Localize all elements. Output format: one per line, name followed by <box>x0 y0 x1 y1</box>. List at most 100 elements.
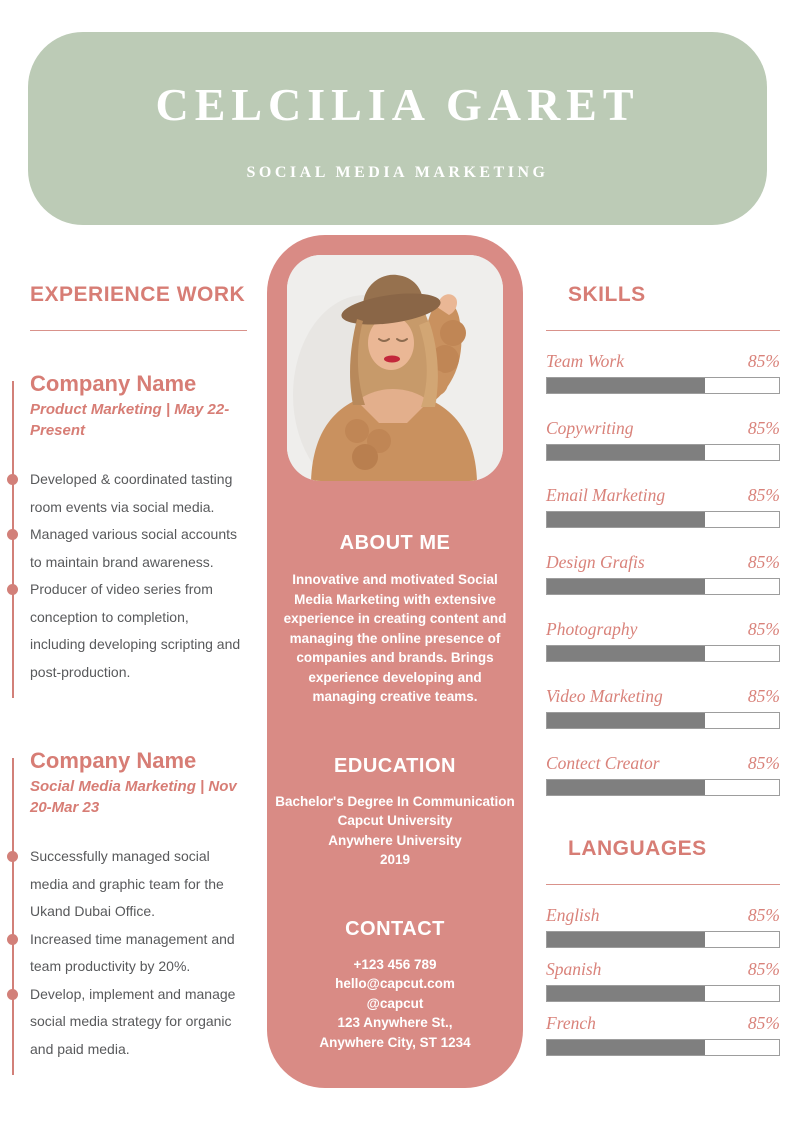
skill-item: Email Marketing 85% <box>546 484 780 528</box>
experience-bullet: Successfully managed social media and gr… <box>7 843 247 926</box>
languages-divider <box>546 884 780 885</box>
skills-divider <box>546 330 780 331</box>
language-bar-fill <box>547 986 705 1001</box>
skill-bar <box>546 645 780 662</box>
contact-line: @capcut <box>366 995 424 1011</box>
contact-lines: +123 456 789 hello@capcut.com @capcut 123 A… <box>267 955 523 1053</box>
skill-label: Photography <box>546 619 638 639</box>
language-percent: 85% <box>747 959 780 979</box>
experience-bullets: Developed & coordinated tasting room eve… <box>7 466 247 686</box>
skill-item: Copywriting 85% <box>546 417 780 461</box>
language-percent: 85% <box>747 905 780 925</box>
language-bar <box>546 1039 780 1056</box>
experience-section: EXPERIENCE WORK Company Name Product Mar… <box>7 283 247 1075</box>
education-heading: EDUCATION <box>334 754 456 777</box>
skill-label: Team Work <box>546 351 624 371</box>
skill-bar-fill <box>547 378 705 393</box>
languages-list: English 85% Spanish 85% <box>546 904 780 1056</box>
education-lines: Bachelor's Degree In Communication Capcut… <box>267 792 523 870</box>
experience-bullet: Develop, implement and manage social med… <box>7 981 247 1064</box>
language-item: French 85% <box>546 1012 780 1056</box>
about-heading: ABOUT ME <box>339 532 451 554</box>
experience-bullet: Increased time management and team produ… <box>7 926 247 981</box>
education-line: Anywhere University <box>328 832 462 848</box>
skill-label: Copywriting <box>546 418 634 438</box>
education-line: Bachelor's Degree In Communication <box>275 793 515 809</box>
skill-row: Photography 85% <box>546 618 780 640</box>
contact-line: hello@capcut.com <box>335 976 455 991</box>
skill-percent: 85% <box>747 351 780 371</box>
skill-percent: 85% <box>747 485 780 505</box>
experience-bullet: Producer of video series from conception… <box>7 576 247 686</box>
job-title: SOCIAL MEDIA MARKETING <box>246 163 549 181</box>
skill-label: Email Marketing <box>546 485 666 505</box>
contact-line: Anywhere City, ST 1234 <box>319 1034 471 1050</box>
experience-bullet: Managed various social accounts to maint… <box>7 521 247 576</box>
skill-bar <box>546 578 780 595</box>
portrait-illustration <box>287 255 503 481</box>
contact-line: +123 456 789 <box>353 956 437 972</box>
skill-bar <box>546 377 780 394</box>
education-line: 2019 <box>379 852 411 867</box>
skill-bar-fill <box>547 512 705 527</box>
language-row: English 85% <box>546 904 780 926</box>
experience-heading: EXPERIENCE WORK <box>30 283 246 306</box>
company-name: Company Name <box>30 371 197 396</box>
skills-section: SKILLS Team Work 85% Copywriting <box>546 283 780 1066</box>
language-bar-fill <box>547 932 705 947</box>
contact-heading: CONTACT <box>345 917 445 940</box>
language-bar-fill <box>547 1040 705 1055</box>
languages-heading: LANGUAGES <box>568 837 707 860</box>
skill-item: Video Marketing 85% <box>546 685 780 729</box>
experience-bullets: Successfully managed social media and gr… <box>7 843 247 1064</box>
skill-row: Team Work 85% <box>546 350 780 372</box>
skill-row: Email Marketing 85% <box>546 484 780 506</box>
skill-percent: 85% <box>747 552 780 572</box>
person-name: CELCILIA GARET <box>155 78 640 130</box>
skill-bar <box>546 444 780 461</box>
skill-item: Design Grafis 85% <box>546 551 780 595</box>
language-label: Spanish <box>546 959 602 979</box>
skill-label: Video Marketing <box>546 686 663 706</box>
contact-line: 123 Anywhere St., <box>337 1015 453 1030</box>
experience-bullet: Developed & coordinated tasting room eve… <box>7 466 247 521</box>
education-line: Capcut University <box>337 813 453 828</box>
skill-bar-fill <box>547 445 705 460</box>
skill-item: Team Work 85% <box>546 350 780 394</box>
language-bar <box>546 931 780 948</box>
language-row: Spanish 85% <box>546 958 780 980</box>
skill-percent: 85% <box>747 619 780 639</box>
company-name: Company Name <box>30 748 197 773</box>
about-text: Innovative and motivated Social Media Ma… <box>283 572 507 704</box>
timeline-line <box>12 758 14 1075</box>
skills-heading: SKILLS <box>568 283 646 306</box>
skill-bar <box>546 712 780 729</box>
languages-section: LANGUAGES English 85% <box>546 837 780 1056</box>
skill-row: Copywriting 85% <box>546 417 780 439</box>
skill-bar-fill <box>547 579 705 594</box>
skill-bar <box>546 511 780 528</box>
skill-bar-fill <box>547 646 705 661</box>
skill-label: Contect Creator <box>546 753 660 773</box>
skill-item: Photography 85% <box>546 618 780 662</box>
skill-bar-fill <box>547 713 705 728</box>
skill-percent: 85% <box>747 686 780 706</box>
skill-bar <box>546 779 780 796</box>
skill-percent: 85% <box>747 753 780 773</box>
language-label: English <box>546 905 600 925</box>
language-percent: 85% <box>747 1013 780 1033</box>
header-banner: CELCILIA GARET SOCIAL MEDIA MARKETING <box>28 32 767 225</box>
experience-entry-2: Company Name Social Media Marketing | No… <box>7 748 247 1075</box>
skill-row: Design Grafis 85% <box>546 551 780 573</box>
experience-entry-1: Company Name Product Marketing | May 22-… <box>7 371 247 698</box>
skills-list: Team Work 85% Copywriting 85% <box>546 350 780 796</box>
role-dates: Product Marketing | May 22-Present <box>30 401 230 439</box>
experience-divider <box>30 330 247 331</box>
skill-row: Video Marketing 85% <box>546 685 780 707</box>
skill-percent: 85% <box>747 418 780 438</box>
language-item: Spanish 85% <box>546 958 780 1002</box>
language-row: French 85% <box>546 1012 780 1034</box>
profile-photo <box>287 255 503 481</box>
skill-bar-fill <box>547 780 705 795</box>
